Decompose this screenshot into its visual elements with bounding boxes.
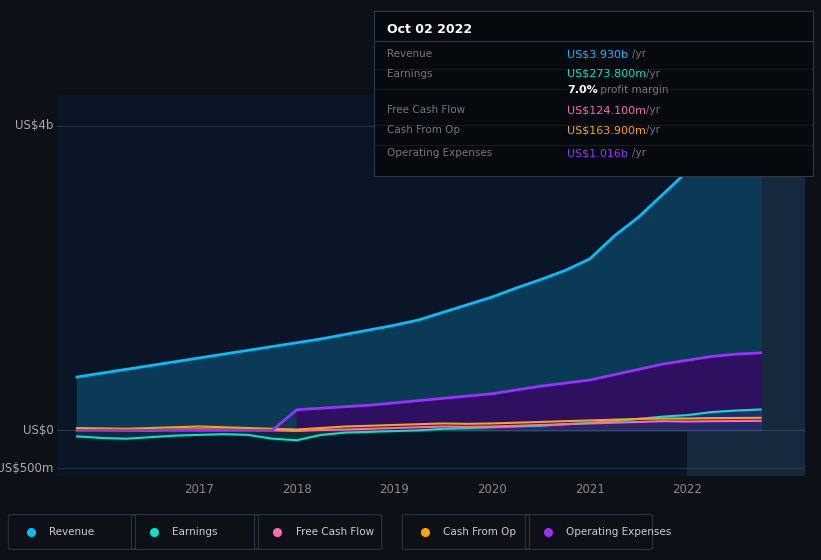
- Text: Earnings: Earnings: [172, 527, 218, 537]
- Text: /yr: /yr: [646, 125, 660, 135]
- Text: Cash From Op: Cash From Op: [443, 527, 516, 537]
- Text: -US$500m: -US$500m: [0, 462, 53, 475]
- Text: US$273.800m: US$273.800m: [566, 69, 646, 79]
- Text: US$124.100m: US$124.100m: [566, 105, 646, 115]
- Text: /yr: /yr: [632, 148, 646, 158]
- Text: /yr: /yr: [632, 49, 646, 59]
- Text: Earnings: Earnings: [387, 69, 432, 79]
- Text: Revenue: Revenue: [387, 49, 432, 59]
- Text: US$4b: US$4b: [16, 119, 53, 132]
- Text: US$1.016b: US$1.016b: [566, 148, 628, 158]
- Bar: [687, 95, 805, 476]
- Text: Oct 02 2022: Oct 02 2022: [387, 23, 472, 36]
- Text: profit margin: profit margin: [597, 86, 668, 96]
- Text: /yr: /yr: [646, 105, 660, 115]
- Text: Operating Expenses: Operating Expenses: [566, 527, 672, 537]
- Text: Cash From Op: Cash From Op: [387, 125, 460, 135]
- Text: Free Cash Flow: Free Cash Flow: [387, 105, 465, 115]
- Text: US$3.930b: US$3.930b: [566, 49, 628, 59]
- Text: 7.0%: 7.0%: [566, 86, 598, 96]
- Text: Operating Expenses: Operating Expenses: [387, 148, 492, 158]
- Text: Revenue: Revenue: [49, 527, 94, 537]
- Text: /yr: /yr: [646, 69, 660, 79]
- Text: US$0: US$0: [23, 424, 53, 437]
- Text: US$163.900m: US$163.900m: [566, 125, 645, 135]
- Text: Free Cash Flow: Free Cash Flow: [296, 527, 374, 537]
